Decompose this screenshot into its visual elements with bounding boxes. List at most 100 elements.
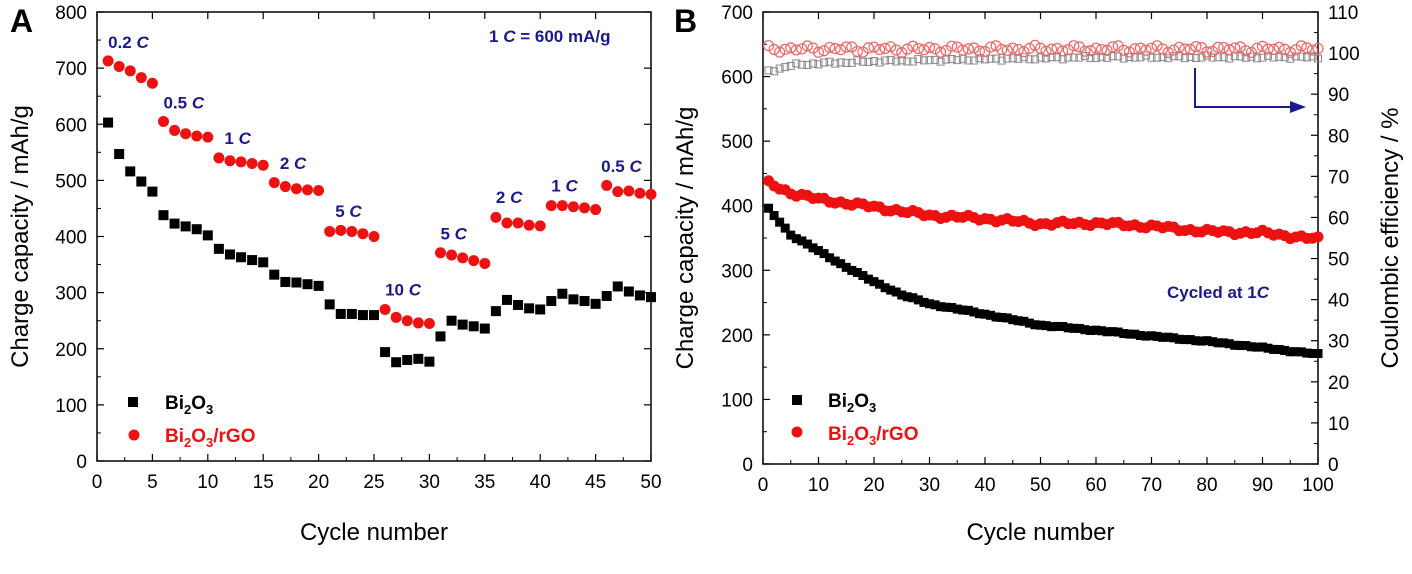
data-point — [1062, 44, 1074, 56]
data-point — [930, 300, 940, 310]
data-point — [180, 221, 191, 232]
legend-marker-bi2o3 — [128, 397, 138, 407]
data-point — [158, 210, 169, 221]
legend-b: Bi2O3 Bi2O3/rGO — [791, 391, 918, 448]
data-point — [973, 45, 986, 57]
data-point — [302, 184, 314, 196]
y-tick-label: 100 — [55, 396, 87, 417]
data-point — [792, 59, 801, 68]
data-point — [1241, 53, 1250, 62]
y-tick-label: 400 — [721, 197, 753, 218]
data-point — [1097, 52, 1106, 61]
legend-label-bi2o3: Bi2O3 — [828, 391, 876, 415]
data-point — [1184, 43, 1196, 56]
data-point — [1174, 334, 1184, 344]
data-point — [780, 223, 790, 233]
data-point — [457, 319, 468, 330]
data-point — [1252, 342, 1262, 352]
data-point — [568, 294, 579, 305]
data-point — [1258, 342, 1267, 352]
data-point — [1196, 336, 1206, 346]
data-point — [1158, 332, 1168, 342]
data-point — [1173, 41, 1185, 53]
data-point — [786, 230, 796, 240]
data-point — [934, 46, 947, 58]
data-point — [836, 58, 845, 67]
data-point — [797, 236, 807, 246]
data-point — [1208, 53, 1217, 62]
data-point — [1008, 54, 1017, 63]
data-point — [847, 58, 856, 67]
y2-tick-label: 10 — [1328, 414, 1349, 435]
data-point — [908, 57, 917, 66]
data-point — [1213, 338, 1223, 348]
data-point — [1051, 42, 1063, 55]
data-point — [1134, 42, 1147, 54]
cycled-annotation: Cycled at 1C — [1167, 283, 1270, 302]
data-point — [247, 255, 258, 266]
data-point — [114, 148, 125, 159]
data-point — [279, 181, 291, 193]
data-point — [1269, 344, 1279, 354]
legend-marker-bi2o3-rgo — [128, 429, 140, 441]
data-point — [1014, 54, 1023, 63]
x-tick-label: 100 — [1302, 475, 1334, 496]
data-point — [246, 158, 258, 170]
data-point — [819, 249, 829, 259]
y2-tick-label: 80 — [1328, 126, 1349, 147]
data-point — [1212, 41, 1224, 53]
data-point — [818, 45, 830, 57]
rate-label: 0.2 C — [108, 33, 149, 52]
data-point — [191, 130, 203, 142]
data-point — [808, 59, 817, 68]
data-point — [523, 219, 535, 231]
legend-a: Bi2O3 Bi2O3/rGO — [128, 393, 255, 450]
y2-tick-label: 50 — [1328, 250, 1349, 271]
data-point — [1252, 54, 1261, 63]
data-point — [1036, 320, 1045, 330]
data-point — [901, 43, 913, 55]
data-point — [1002, 313, 1012, 323]
data-point — [1145, 42, 1158, 54]
data-point — [1273, 41, 1285, 53]
data-point — [769, 211, 779, 221]
data-point — [146, 77, 158, 89]
arrow-head — [1290, 101, 1306, 113]
data-point — [785, 42, 797, 54]
data-point — [968, 42, 980, 54]
data-point — [1052, 321, 1062, 331]
data-point — [402, 354, 413, 365]
data-point — [1118, 44, 1130, 56]
efficiency-series-bi2o3 — [764, 51, 1322, 76]
data-point — [1103, 53, 1112, 62]
data-point — [313, 280, 324, 291]
data-point — [124, 65, 136, 77]
y-tick-label: 600 — [55, 115, 87, 136]
data-point — [434, 247, 446, 259]
y-tick-label: 0 — [76, 452, 87, 473]
data-point — [490, 306, 501, 317]
y2-tick-label: 70 — [1328, 167, 1349, 188]
y-tick-label: 500 — [55, 171, 87, 192]
data-point — [346, 308, 357, 319]
data-point — [1234, 41, 1246, 53]
y-tick-label: 300 — [55, 284, 87, 305]
data-point — [1140, 44, 1152, 56]
data-point — [423, 317, 435, 329]
x-tick-label: 10 — [808, 475, 829, 496]
data-point — [1019, 316, 1029, 326]
data-point — [191, 224, 202, 235]
data-point — [1313, 349, 1323, 359]
data-point — [1092, 54, 1100, 63]
data-point — [468, 255, 480, 267]
data-point — [1058, 322, 1068, 332]
data-point — [1018, 46, 1030, 58]
data-point — [1164, 54, 1173, 63]
data-point — [1123, 46, 1135, 58]
data-point — [1040, 45, 1052, 57]
data-point — [770, 67, 779, 76]
data-point — [847, 265, 857, 275]
data-point — [1057, 45, 1069, 57]
data-point — [1136, 53, 1145, 62]
